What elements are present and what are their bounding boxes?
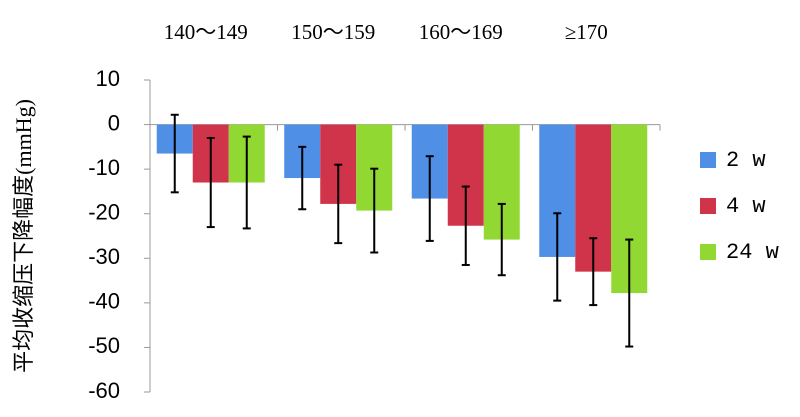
y-tick-label: -60 <box>88 378 120 403</box>
y-tick-label: 0 <box>108 110 120 135</box>
legend-swatch <box>700 244 716 260</box>
y-tick-label: -20 <box>88 200 120 225</box>
legend-label: 4 w <box>726 194 766 219</box>
y-tick-label: -30 <box>88 244 120 269</box>
legend-label: 2 w <box>726 148 766 173</box>
y-tick-label: -40 <box>88 289 120 314</box>
legend-swatch <box>700 152 716 168</box>
y-axis-label: 平均收缩压下降幅度(mmHg) <box>11 99 36 373</box>
y-tick-label: 10 <box>96 66 120 91</box>
y-tick-label: -10 <box>88 155 120 180</box>
category-label: ≥170 <box>565 20 608 44</box>
legend-label: 24 w <box>726 240 779 265</box>
category-label: 140～149 <box>164 20 248 44</box>
legend-swatch <box>700 198 716 214</box>
category-label: 150～159 <box>291 20 375 44</box>
y-tick-label: -50 <box>88 333 120 358</box>
category-label: 160～169 <box>419 20 503 44</box>
